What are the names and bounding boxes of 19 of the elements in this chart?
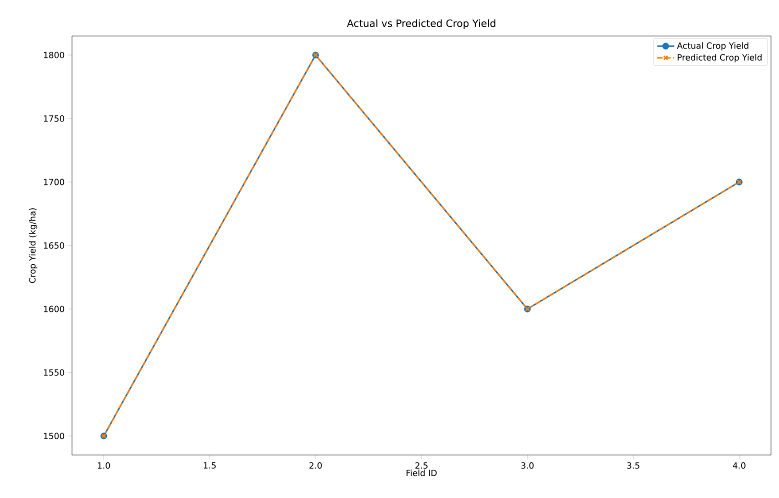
x-tick-label: 1.0 [98,462,110,469]
x-tick-label: 2.5 [415,462,428,469]
x-tick-label: 2.0 [309,462,322,469]
y-axis-title: Crop Yield (kg/ha) [28,208,38,283]
x-tick-label: 4.0 [732,462,746,469]
y-tick-label: 1800 [44,52,64,58]
x-tick-label: 3.0 [521,462,534,469]
y-tick-label: 1500 [44,432,64,440]
x-tick-label: 1.5 [204,462,216,469]
x-axis-title: Field ID [406,470,437,476]
y-tick-label: 1650 [44,242,64,249]
y-tick-label: 1750 [44,115,64,122]
y-tick-label: 1700 [44,178,64,186]
legend-label: Predicted Crop Yield [678,54,762,62]
x-tick-label: 3.5 [627,462,640,469]
chart-title: Actual vs Predicted Crop Yield [346,19,496,29]
y-tick-label: 1600 [44,306,64,312]
legend-label: Actual Crop Yield [677,42,748,51]
y-tick-label: 1550 [44,369,64,376]
